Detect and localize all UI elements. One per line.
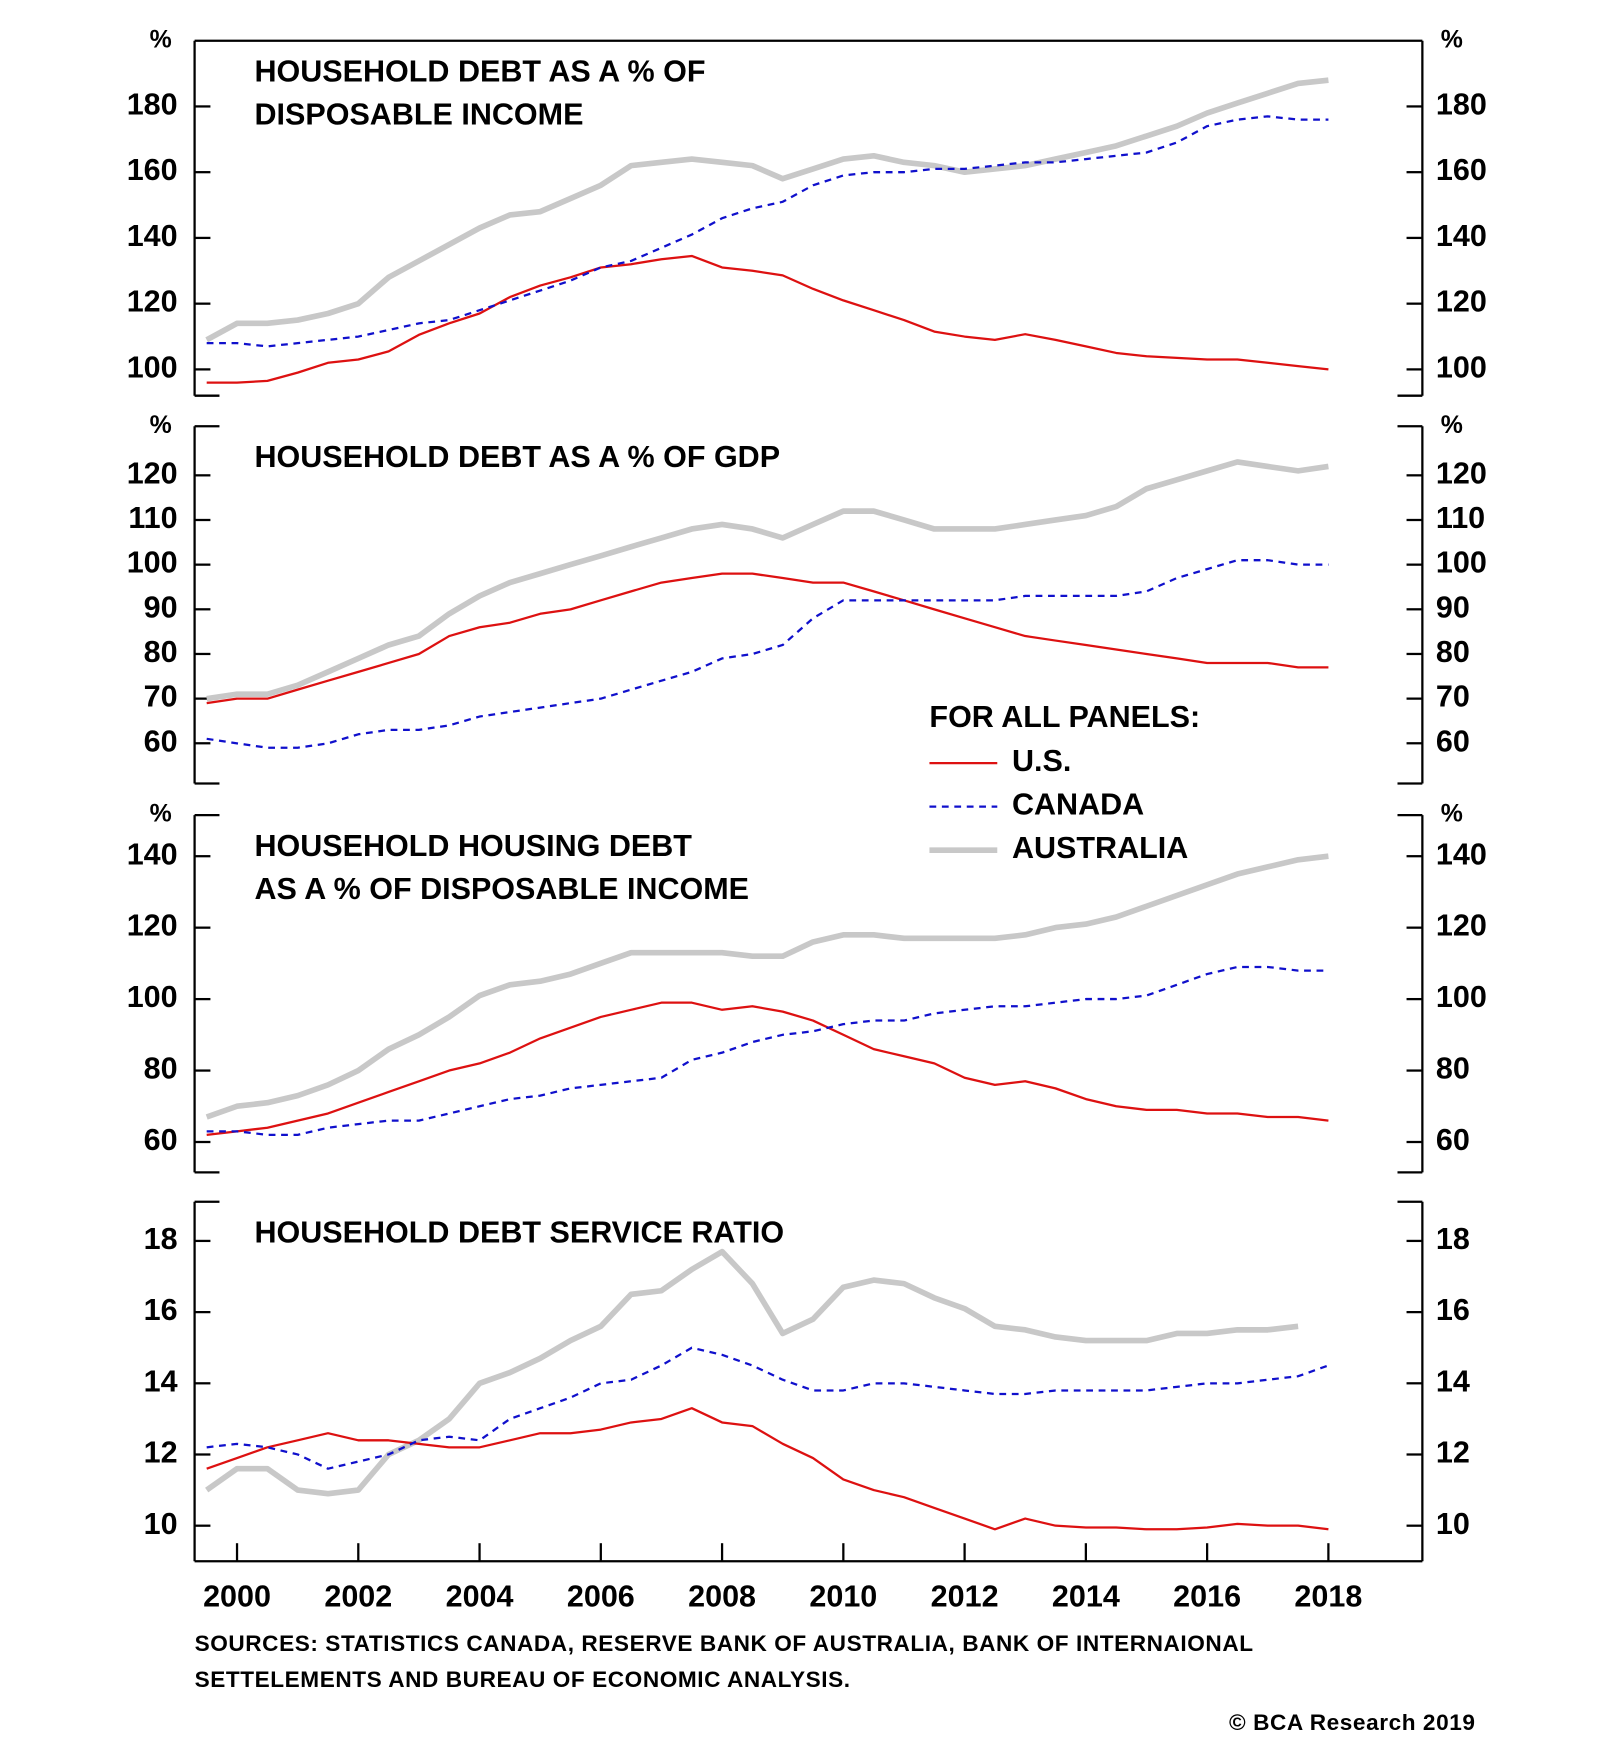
x-tick-label: 2010 <box>809 1580 877 1614</box>
y-tick-label: 12 <box>1436 1436 1470 1470</box>
panel-title: AS A % OF DISPOSABLE INCOME <box>255 872 750 906</box>
legend-label: CANADA <box>1012 788 1144 822</box>
y-tick-label: 16 <box>144 1293 178 1327</box>
y-tick-label: 120 <box>1436 456 1487 490</box>
y-tick-label: 160 <box>1436 153 1487 187</box>
y-tick-label: 180 <box>127 88 178 122</box>
y-tick-label: 14 <box>1436 1364 1470 1398</box>
series-line <box>206 459 1329 702</box>
y-tick-label: 70 <box>1436 680 1470 714</box>
y-tick-label: 14 <box>144 1364 178 1398</box>
sources: SETTELEMENTS AND BUREAU OF ECONOMIC ANAL… <box>195 1667 851 1692</box>
x-tick-label: 2006 <box>567 1580 635 1614</box>
y-tick-label: 140 <box>127 219 178 253</box>
x-tick-label: 2002 <box>324 1580 392 1614</box>
series-line <box>206 572 1329 705</box>
series-line <box>206 1407 1329 1531</box>
y-tick-label: 140 <box>127 837 178 871</box>
y-tick-label: 120 <box>127 456 178 490</box>
y-tick-label: 18 <box>1436 1222 1470 1256</box>
series-line <box>206 965 1329 1136</box>
y-tick-label: 110 <box>1436 501 1485 535</box>
y-tick-label: 110 <box>128 501 177 535</box>
y-tick-label: 120 <box>127 285 178 319</box>
x-tick-label: 2000 <box>203 1580 271 1614</box>
series-line <box>206 559 1329 749</box>
y-tick-label: 80 <box>144 1052 178 1086</box>
y-tick-label: 120 <box>1436 909 1487 943</box>
panel-title: HOUSEHOLD DEBT AS A % OF GDP <box>255 440 781 474</box>
y-unit: % <box>1441 411 1463 439</box>
y-unit: % <box>150 411 172 439</box>
y-unit: % <box>150 800 172 828</box>
series-line <box>206 1346 1329 1470</box>
panel-title: DISPOSABLE INCOME <box>255 98 584 132</box>
y-tick-label: 80 <box>144 635 178 669</box>
y-tick-label: 120 <box>1436 285 1487 319</box>
y-tick-label: 90 <box>144 590 178 624</box>
x-tick-label: 2004 <box>446 1580 514 1614</box>
y-tick-label: 10 <box>1436 1507 1470 1541</box>
y-tick-label: 60 <box>144 1123 178 1157</box>
y-unit: % <box>1441 800 1463 828</box>
y-tick-label: 100 <box>1436 546 1487 580</box>
copyright: © BCA Research 2019 <box>1229 1710 1476 1735</box>
x-tick-label: 2012 <box>931 1580 999 1614</box>
y-tick-label: 100 <box>127 980 178 1014</box>
series-line <box>205 853 1329 1120</box>
y-tick-label: 60 <box>144 724 178 758</box>
y-unit: % <box>150 25 172 53</box>
x-tick-label: 2014 <box>1052 1580 1120 1614</box>
panel-title: HOUSEHOLD DEBT SERVICE RATIO <box>255 1216 785 1250</box>
y-tick-label: 140 <box>1436 837 1487 871</box>
legend-title: FOR ALL PANELS: <box>929 700 1200 734</box>
y-tick-label: 80 <box>1436 635 1470 669</box>
panel-title: HOUSEHOLD HOUSING DEBT <box>255 829 693 863</box>
y-unit: % <box>1441 25 1463 53</box>
x-tick-label: 2016 <box>1173 1580 1241 1614</box>
legend-label: AUSTRALIA <box>1012 831 1188 865</box>
y-tick-label: 140 <box>1436 219 1487 253</box>
y-tick-label: 60 <box>1436 724 1470 758</box>
legend-label: U.S. <box>1012 744 1071 778</box>
y-tick-label: 80 <box>1436 1052 1470 1086</box>
x-tick-label: 2018 <box>1294 1580 1362 1614</box>
y-tick-label: 100 <box>127 546 178 580</box>
y-tick-label: 60 <box>1436 1123 1470 1157</box>
y-tick-label: 70 <box>144 680 178 714</box>
y-tick-label: 90 <box>1436 590 1470 624</box>
y-tick-label: 18 <box>144 1222 178 1256</box>
y-tick-label: 10 <box>144 1507 178 1541</box>
y-tick-label: 12 <box>144 1436 178 1470</box>
y-tick-label: 100 <box>1436 350 1487 384</box>
x-tick-label: 2008 <box>688 1580 756 1614</box>
y-tick-label: 100 <box>1436 980 1487 1014</box>
series-line <box>205 77 1329 343</box>
sources: SOURCES: STATISTICS CANADA, RESERVE BANK… <box>195 1631 1254 1656</box>
panel-title: HOUSEHOLD DEBT AS A % OF <box>255 55 706 89</box>
y-tick-label: 16 <box>1436 1293 1470 1327</box>
y-tick-label: 180 <box>1436 88 1487 122</box>
y-tick-label: 100 <box>127 350 178 384</box>
y-tick-label: 160 <box>127 153 178 187</box>
series-line <box>206 1001 1329 1136</box>
series-line <box>206 254 1329 384</box>
y-tick-label: 120 <box>127 909 178 943</box>
series-line <box>205 1248 1299 1497</box>
series-line <box>206 115 1329 348</box>
